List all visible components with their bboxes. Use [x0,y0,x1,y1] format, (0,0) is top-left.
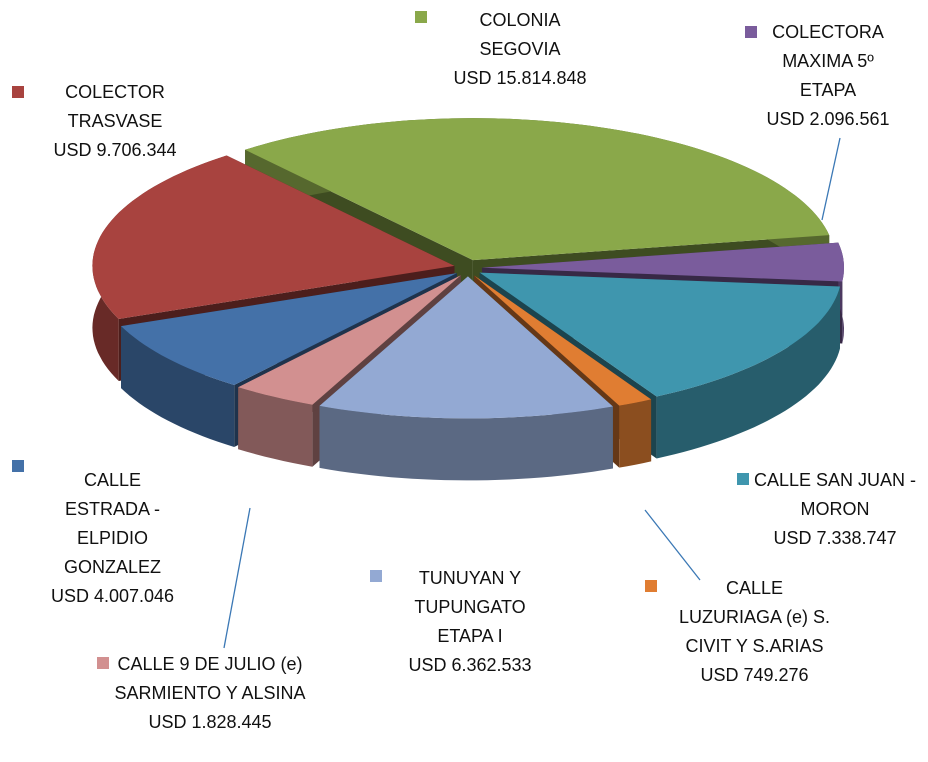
legend-swatch [645,580,657,592]
slice [474,275,652,406]
slice-label: COLECTOR TRASVASE USD 9.706.344 [40,78,190,165]
slice-side [238,387,313,467]
slice-side [121,326,235,447]
leader-line [644,509,701,581]
leader-line [821,137,841,221]
value-label: USD 6.362.533 [408,655,532,675]
value-label: USD 749.276 [700,665,809,685]
legend-swatch [415,11,427,23]
category-label: CALLE ESTRADA - ELPIDIO GONZALEZ [63,470,161,577]
category-label: COLECTORA MAXIMA 5º ETAPA [772,22,884,100]
value-label: USD 2.096.561 [766,109,890,129]
slice-label: CALLE SAN JUAN - MORON USD 7.338.747 [750,466,920,553]
slice [238,275,461,405]
slice-label: COLECTORA MAXIMA 5º ETAPA USD 2.096.561 [763,18,893,134]
leader-line [223,507,251,649]
legend-swatch [737,473,749,485]
value-label: USD 1.828.445 [148,712,272,732]
slice-label: TUNUYAN Y TUPUNGATO ETAPA I USD 6.362.533 [395,564,545,680]
slice [479,272,840,397]
legend-swatch [97,657,109,669]
slice [92,155,455,319]
category-label: COLONIA SEGOVIA [479,10,561,59]
category-label: CALLE LUZURIAGA (e) S. CIVIT Y S.ARIAS [678,578,831,656]
category-label: TUNUYAN Y TUPUNGATO ETAPA I [414,568,526,646]
slice-side [619,399,652,468]
legend-swatch [745,26,757,38]
slice [245,118,830,261]
category-label: CALLE 9 DE JULIO (e) SARMIENTO Y ALSINA [114,654,306,703]
legend-swatch [370,570,382,582]
value-label: USD 4.007.046 [50,586,175,606]
slice [482,242,844,282]
slice [319,276,613,419]
category-label: COLECTOR TRASVASE [65,82,165,131]
slice [121,273,457,385]
legend-swatch [12,86,24,98]
slice-side [319,405,613,481]
slice-label: COLONIA SEGOVIA USD 15.814.848 [440,6,600,93]
value-label: USD 9.706.344 [53,140,177,160]
slice-label: CALLE ESTRADA - ELPIDIO GONZALEZ USD 4.00… [45,466,180,611]
legend-swatch [12,460,24,472]
slice-label: CALLE LUZURIAGA (e) S. CIVIT Y S.ARIAS US… [672,574,837,690]
slice-side [656,286,840,459]
category-label: CALLE SAN JUAN - MORON [753,470,917,519]
slice-label: CALLE 9 DE JULIO (e) SARMIENTO Y ALSINA U… [110,650,310,737]
value-label: USD 15.814.848 [453,68,587,88]
value-label: USD 7.338.747 [773,528,897,548]
